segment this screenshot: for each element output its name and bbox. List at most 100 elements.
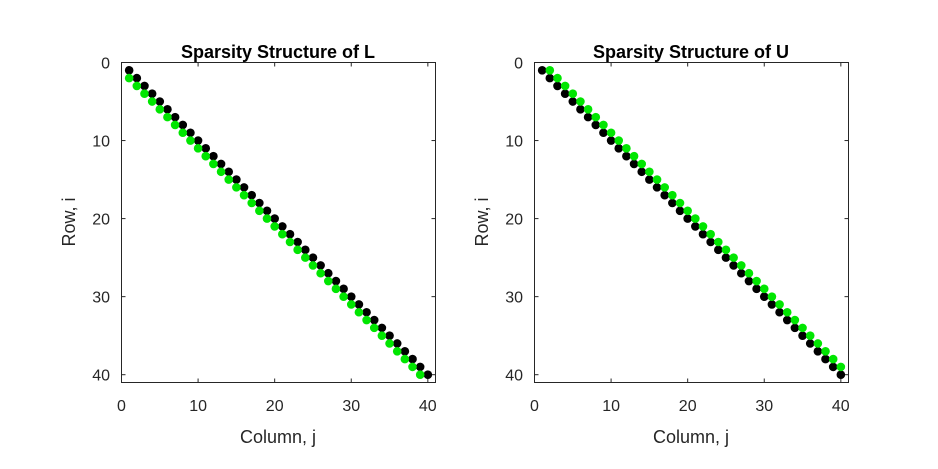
nonzero-point-l-s0-23-23 — [293, 237, 302, 247]
nonzero-point-l-s0-8-8 — [178, 120, 188, 130]
tick-marks-u — [534, 62, 849, 383]
nonzero-point-l-s1-4-3 — [140, 89, 149, 99]
nonzero-point-u-s0-13-13 — [629, 159, 639, 169]
nonzero-point-u-s0-12-12 — [622, 151, 631, 161]
plot-title-l: Sparsity Structure of L — [181, 42, 375, 62]
nonzero-point-u-s0-25-25 — [721, 253, 731, 262]
nonzero-point-l-s1-38-37 — [400, 354, 410, 364]
nonzero-point-u-s0-34-34 — [790, 323, 800, 333]
nonzero-point-u-s1-2-3 — [553, 73, 562, 83]
nonzero-point-l-s0-7-7 — [170, 112, 180, 122]
nonzero-point-l-s1-14-13 — [216, 167, 226, 177]
nonzero-point-l-s1-36-35 — [385, 339, 394, 348]
nonzero-point-l-s0-36-36 — [392, 339, 402, 348]
nonzero-point-l-s0-15-15 — [232, 175, 241, 184]
nonzero-point-u-s1-28-29 — [752, 276, 761, 286]
nonzero-point-u-s1-1-2 — [545, 66, 555, 75]
nonzero-point-l-s1-9-8 — [178, 128, 188, 138]
x-tick-label-u-40: 40 — [832, 398, 850, 415]
nonzero-point-l-s1-23-22 — [285, 237, 295, 247]
nonzero-point-l-s0-2-2 — [132, 73, 142, 83]
nonzero-point-l-s0-30-30 — [346, 292, 356, 301]
nonzero-point-u-s1-13-14 — [637, 159, 647, 169]
nonzero-point-l-s1-22-21 — [278, 229, 287, 239]
nonzero-marks-u — [537, 66, 846, 380]
plot-title-u: Sparsity Structure of U — [593, 42, 789, 62]
nonzero-point-u-s0-7-7 — [583, 112, 593, 122]
x-tick-label-u-30: 30 — [755, 398, 773, 415]
nonzero-point-u-s1-7-8 — [591, 112, 601, 122]
nonzero-point-l-s0-6-6 — [163, 105, 172, 114]
nonzero-point-l-s1-32-31 — [354, 307, 364, 317]
nonzero-point-u-s0-38-38 — [821, 354, 830, 364]
nonzero-point-u-s0-8-8 — [591, 120, 601, 130]
x-tick-label-u-10: 10 — [602, 398, 620, 415]
nonzero-point-l-s0-26-26 — [316, 261, 325, 270]
x-tick-label-l-30: 30 — [342, 398, 360, 415]
nonzero-point-l-s1-16-15 — [232, 183, 241, 192]
nonzero-point-u-s1-18-19 — [675, 198, 685, 208]
nonzero-point-u-s1-3-4 — [560, 81, 570, 91]
nonzero-point-l-s0-27-27 — [323, 268, 333, 278]
sparsity-plot-u: Sparsity Structure of U 0 10 20 30 40 0 … — [472, 42, 850, 447]
nonzero-point-l-s1-3-2 — [132, 81, 142, 91]
nonzero-point-u-s1-5-6 — [576, 97, 585, 106]
nonzero-point-l-s1-25-24 — [301, 253, 310, 262]
nonzero-point-l-s1-20-19 — [262, 214, 272, 223]
nonzero-point-u-s0-40-40 — [836, 370, 846, 380]
nonzero-point-l-s0-33-33 — [369, 315, 379, 325]
nonzero-point-u-s0-15-15 — [645, 175, 654, 184]
y-axis-label-l: Row, i — [59, 197, 79, 246]
x-tick-label-l-20: 20 — [266, 398, 284, 415]
nonzero-point-u-s0-9-9 — [599, 128, 608, 138]
nonzero-point-u-s1-38-39 — [828, 354, 838, 364]
y-tick-label-u-10: 10 — [505, 133, 523, 150]
x-tick-label-l-10: 10 — [189, 398, 207, 415]
nonzero-point-l-s1-39-38 — [408, 362, 417, 372]
nonzero-point-u-s1-26-27 — [736, 261, 746, 270]
y-tick-label-l-30: 30 — [92, 289, 110, 306]
nonzero-point-l-s0-19-19 — [262, 206, 272, 216]
nonzero-point-u-s0-19-19 — [675, 206, 685, 216]
nonzero-point-u-s1-21-22 — [698, 222, 708, 231]
nonzero-point-l-s1-8-7 — [170, 120, 180, 130]
x-tick-label-u-20: 20 — [679, 398, 697, 415]
nonzero-point-l-s0-24-24 — [301, 245, 310, 255]
nonzero-point-l-s0-3-3 — [140, 81, 149, 91]
nonzero-point-u-s0-17-17 — [660, 190, 669, 200]
nonzero-point-u-s0-18-18 — [668, 198, 677, 208]
nonzero-point-l-s1-28-27 — [323, 276, 333, 286]
nonzero-point-u-s0-6-6 — [576, 105, 585, 114]
nonzero-point-l-s1-21-20 — [270, 222, 279, 231]
nonzero-point-l-s0-35-35 — [385, 331, 394, 340]
y-tick-label-l-20: 20 — [92, 211, 110, 228]
y-tick-label-l-10: 10 — [92, 133, 110, 150]
nonzero-point-u-s1-15-16 — [652, 175, 662, 184]
nonzero-point-u-s1-22-23 — [706, 229, 715, 239]
nonzero-point-u-s1-39-40 — [836, 362, 846, 372]
y-tick-label-u-40: 40 — [505, 368, 523, 385]
nonzero-point-u-s1-30-31 — [767, 292, 777, 301]
nonzero-point-u-s0-1-1 — [537, 66, 547, 75]
nonzero-point-u-s1-35-36 — [805, 331, 815, 340]
nonzero-point-u-s0-16-16 — [652, 183, 662, 192]
nonzero-point-l-s1-6-5 — [155, 105, 165, 114]
nonzero-point-u-s1-20-21 — [691, 214, 700, 223]
nonzero-point-u-s1-34-35 — [798, 323, 807, 333]
x-axis-label-u: Column, j — [653, 427, 729, 447]
nonzero-point-l-s0-21-21 — [278, 222, 287, 231]
nonzero-point-l-s0-29-29 — [339, 284, 348, 294]
nonzero-point-u-s0-26-26 — [729, 261, 738, 270]
nonzero-point-u-s0-21-21 — [691, 222, 700, 231]
nonzero-point-l-s0-31-31 — [354, 300, 364, 309]
nonzero-point-u-s1-11-12 — [622, 144, 631, 153]
nonzero-point-u-s0-39-39 — [828, 362, 838, 372]
x-tick-label-l-40: 40 — [419, 398, 437, 415]
nonzero-point-u-s0-2-2 — [545, 73, 555, 83]
nonzero-point-u-s1-27-28 — [744, 268, 754, 278]
nonzero-point-u-s0-33-33 — [782, 315, 792, 325]
nonzero-point-u-s1-25-26 — [729, 253, 738, 262]
nonzero-point-l-s1-11-10 — [193, 144, 203, 153]
nonzero-point-u-s1-9-10 — [606, 128, 616, 138]
nonzero-point-l-s1-31-30 — [346, 300, 356, 309]
